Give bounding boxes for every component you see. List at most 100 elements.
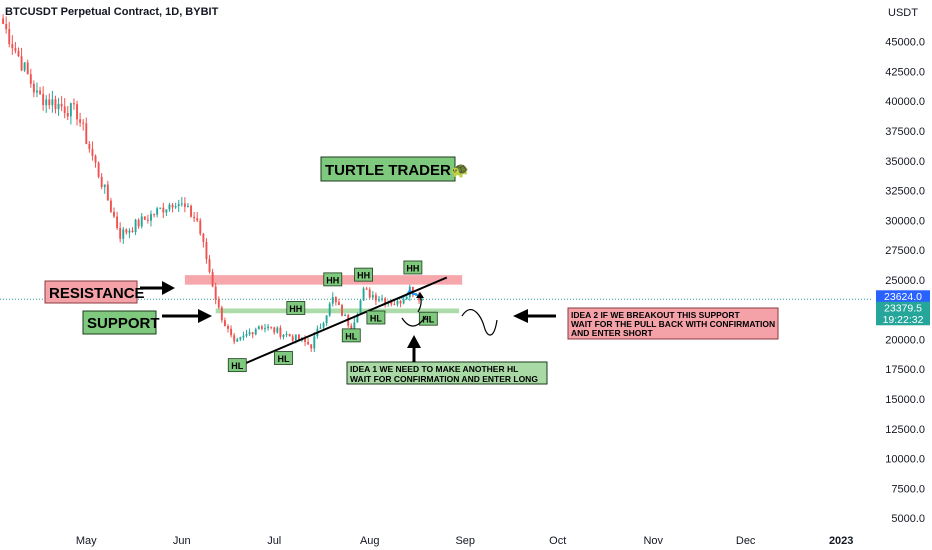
candle-body bbox=[171, 204, 174, 208]
price-tag-box bbox=[876, 290, 930, 303]
resistance-label-text: RESISTANCE bbox=[49, 285, 145, 302]
resistance-label bbox=[44, 280, 138, 304]
candle-body bbox=[119, 227, 122, 239]
swing-label-hl-box bbox=[227, 358, 247, 373]
candle-body bbox=[143, 216, 146, 220]
x-tick-label: Sep bbox=[455, 535, 475, 547]
support-label bbox=[82, 310, 157, 335]
y-tick-label: 10000.0 bbox=[885, 454, 925, 466]
chart-title: BTCUSDT Perpetual Contract, 1D, BYBIT bbox=[5, 6, 219, 18]
candle-body bbox=[356, 314, 359, 323]
candle-body bbox=[26, 62, 29, 75]
idea-1-line-2: WAIT FOR CONFIRMATION AND ENTER LONG bbox=[350, 374, 538, 384]
candle-body bbox=[79, 119, 82, 123]
swing-label-hh-box bbox=[286, 301, 306, 315]
candle-body bbox=[32, 83, 35, 93]
swing-label-hl: HL bbox=[231, 361, 243, 371]
candle-body bbox=[365, 288, 368, 290]
y-tick-label: 40000.0 bbox=[885, 96, 925, 108]
candle-body bbox=[288, 334, 291, 337]
candle-body bbox=[390, 301, 393, 305]
candle-body bbox=[140, 216, 143, 227]
candle-body bbox=[279, 327, 282, 337]
candle-body bbox=[150, 214, 152, 221]
candle-body bbox=[368, 289, 371, 298]
candle-body bbox=[109, 200, 112, 212]
swing-label-hl-box bbox=[274, 351, 293, 365]
candle-body bbox=[42, 94, 45, 106]
candle-body bbox=[322, 323, 325, 328]
candle-body bbox=[381, 298, 384, 300]
candle-body bbox=[146, 219, 149, 221]
candle-body bbox=[45, 99, 48, 106]
candle-body bbox=[223, 320, 226, 326]
candle-body bbox=[159, 207, 162, 209]
candle-body bbox=[14, 48, 17, 51]
y-tick-label: 35000.0 bbox=[885, 156, 925, 168]
candle-body bbox=[236, 339, 239, 342]
candle-body bbox=[405, 297, 408, 300]
candle-body bbox=[106, 184, 109, 201]
candle-body bbox=[310, 344, 313, 349]
idea-2-line-3: AND ENTER SHORT bbox=[571, 328, 654, 338]
swing-label-hl-box bbox=[341, 328, 361, 343]
y-tick-label: 15000.0 bbox=[885, 394, 925, 406]
axis-layer: 45000.0 42500.0 40000.0 37500.0 35000.0 32500… bbox=[76, 37, 930, 547]
candle-body bbox=[325, 315, 328, 324]
candle-body bbox=[307, 341, 310, 345]
y-tick-label: 37500.0 bbox=[885, 126, 925, 138]
candle-body bbox=[384, 298, 387, 304]
candle-body bbox=[156, 208, 159, 215]
candle-body bbox=[294, 334, 297, 341]
swing-label-hh: HH bbox=[406, 263, 419, 273]
y-tick-label: 17500.0 bbox=[885, 364, 925, 376]
candle-body bbox=[233, 335, 236, 342]
candle-body bbox=[29, 74, 32, 84]
idea-2-line-1: IDEA 2 IF WE BREAKOUT THIS SUPPORT bbox=[571, 310, 741, 320]
projection-breakdown-curve bbox=[461, 309, 498, 336]
candle-body bbox=[193, 216, 196, 219]
x-tick-label: Oct bbox=[549, 535, 566, 547]
candle-body bbox=[113, 211, 115, 217]
candle-body bbox=[251, 332, 254, 335]
candle-body bbox=[180, 203, 183, 205]
candle-body bbox=[60, 103, 63, 107]
candle-body bbox=[17, 50, 20, 57]
candle-body bbox=[174, 206, 177, 208]
arrow-to-support bbox=[162, 309, 212, 323]
swing-label-hh: HH bbox=[357, 271, 370, 281]
candle-body bbox=[374, 295, 377, 301]
price-tag-label: 23379.5 bbox=[884, 302, 922, 314]
candle-body bbox=[282, 334, 285, 337]
candle-body bbox=[273, 327, 276, 333]
candle-body bbox=[199, 220, 202, 234]
swing-label-hh: HH bbox=[289, 304, 302, 314]
candle-body bbox=[371, 295, 374, 298]
support-zone bbox=[215, 308, 460, 314]
arrow-from-idea-2 bbox=[513, 309, 556, 323]
candle-body bbox=[202, 233, 205, 242]
overlays-layer: HL HL HH HH HL HH HL HH HL bbox=[227, 260, 448, 373]
candle-body bbox=[267, 326, 270, 329]
y-tick-label: 20000.0 bbox=[885, 334, 925, 346]
candle-body bbox=[162, 207, 165, 213]
candle-body bbox=[131, 230, 134, 233]
support-label-text: SUPPORT bbox=[87, 315, 160, 332]
swing-label-hh: HH bbox=[326, 275, 339, 285]
candle-body bbox=[128, 230, 131, 233]
candle-body bbox=[94, 155, 97, 163]
candle-body bbox=[177, 204, 180, 207]
candle-body bbox=[378, 299, 380, 301]
candle-body bbox=[257, 326, 260, 330]
candle-body bbox=[408, 286, 411, 298]
candle-body bbox=[285, 334, 288, 336]
candle-body bbox=[341, 304, 343, 316]
candle-body bbox=[344, 314, 347, 316]
y-axis-unit: USDT bbox=[888, 7, 918, 19]
candle-body bbox=[220, 307, 223, 321]
swing-label-hl: HL bbox=[422, 315, 434, 325]
idea-1-box bbox=[346, 361, 548, 385]
candle-body bbox=[5, 24, 8, 30]
